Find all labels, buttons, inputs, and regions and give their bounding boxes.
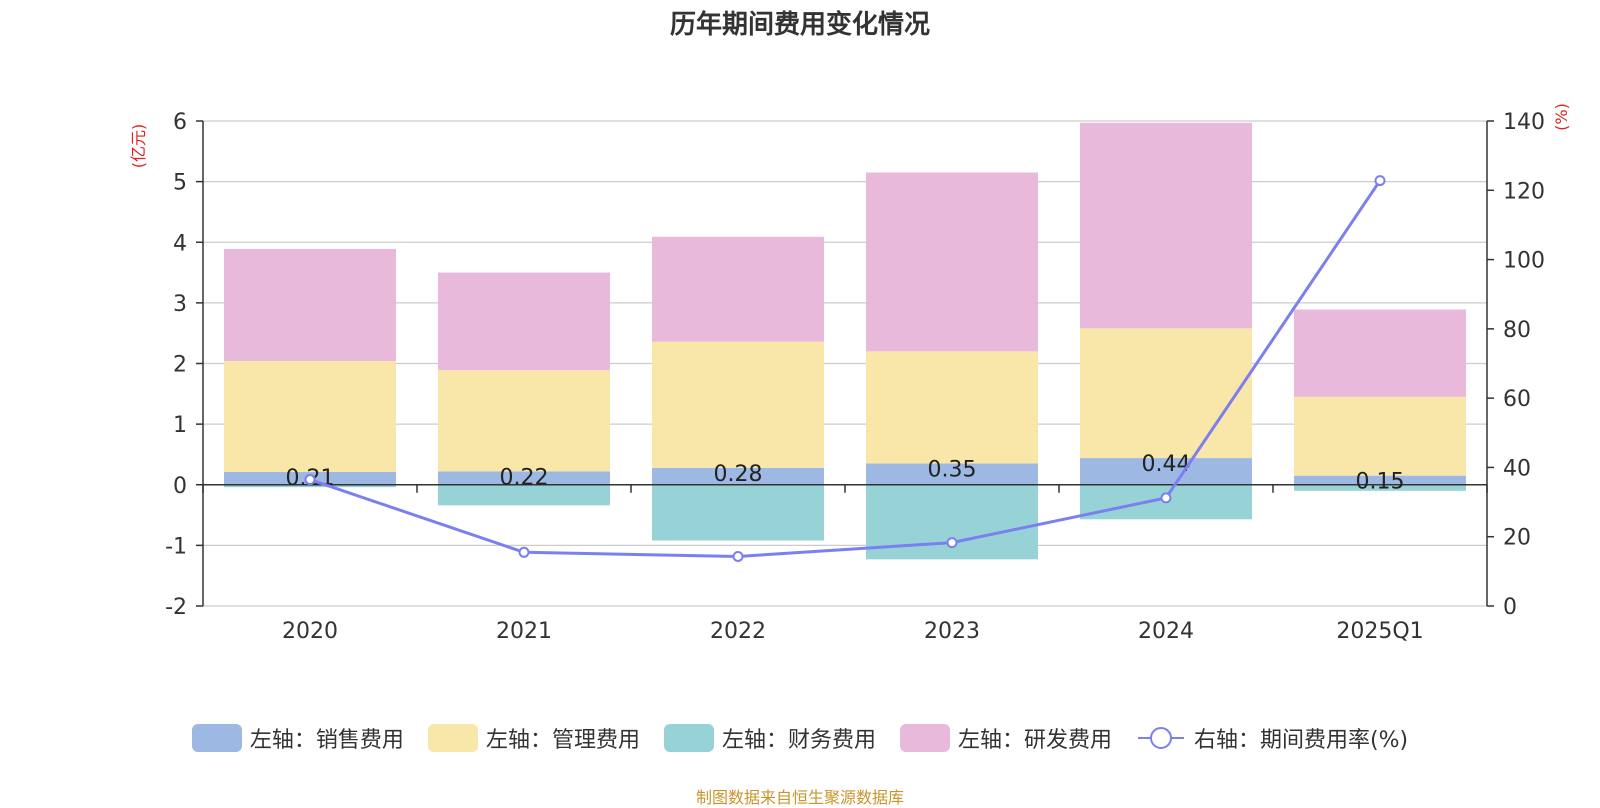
left-tick-label: -1 [165,534,187,559]
legend-label: 左轴：研发费用 [957,728,1112,753]
bar-segment[interactable] [1080,328,1252,459]
source-note: 制图数据来自恒生聚源数据库 [695,788,904,807]
expense-rate-point[interactable] [304,474,316,486]
bar-segment[interactable] [224,248,396,362]
data-label: 0.35 [928,458,977,483]
x-tick-label: 2022 [710,619,766,644]
legend-swatch [663,724,714,752]
right-tick-label: 60 [1503,387,1531,412]
bar-segment[interactable] [438,484,610,506]
right-tick-label: 0 [1503,595,1517,620]
left-tick-label: 4 [173,231,187,256]
right-tick-label: 100 [1503,249,1545,274]
bar-segment[interactable] [652,341,824,468]
data-label: 0.22 [500,465,549,490]
left-tick-label: 0 [173,474,187,499]
bar-segment[interactable] [1294,309,1466,397]
expense-rate-point[interactable] [946,537,958,549]
legend-swatch [191,724,242,752]
bar-segment[interactable] [224,361,396,473]
right-tick-label: 80 [1503,318,1531,343]
bar-segment[interactable] [866,351,1038,464]
left-tick-label: 6 [173,110,187,135]
bar-segment[interactable] [438,272,610,371]
x-tick-label: 2020 [282,619,338,644]
legend-item[interactable]: 右轴：期间费用率(%) [1136,722,1408,754]
left-tick-label: 5 [173,171,187,196]
bar-segment[interactable] [224,484,396,488]
legend-label: 左轴：财务费用 [721,728,876,753]
chart-title: 历年期间费用变化情况 [669,10,930,40]
right-tick-label: 140 [1503,110,1545,135]
legend-item[interactable]: 左轴：销售费用 [191,722,404,754]
left-axis-unit: (亿元) [129,124,148,169]
left-tick-label: 1 [173,413,187,438]
bar-segment[interactable] [438,471,610,485]
data-label: 0.15 [1356,470,1405,495]
legend: 左轴：销售费用 左轴：管理费用 左轴：财务费用 左轴：研发费用 右轴：期间费用率(%) [0,722,1600,754]
bar-segment[interactable] [1294,396,1466,476]
bar-segment[interactable] [652,467,824,485]
right-axis-unit: (%) [1552,103,1571,131]
legend-item[interactable]: 左轴：财务费用 [663,722,876,754]
right-tick-label: 120 [1503,179,1545,204]
bar-segment[interactable] [652,484,824,541]
bar-segment[interactable] [866,463,1038,485]
expense-rate-point[interactable] [1374,175,1386,187]
legend-label: 左轴：管理费用 [485,728,640,753]
legend-label: 左轴：销售费用 [249,728,404,753]
left-tick-label: 3 [173,292,187,317]
expense-rate-point[interactable] [518,546,530,558]
bar-segment[interactable] [1080,458,1252,485]
legend-line-marker [1137,727,1184,749]
left-tick-label: -2 [165,595,187,620]
bar-segment[interactable] [866,172,1038,352]
expense-rate-line [309,179,1382,558]
data-label: 0.28 [714,462,763,487]
legend-swatch [899,724,950,752]
expense-rate-point[interactable] [1160,492,1172,504]
bar-segment[interactable] [1294,484,1466,491]
legend-item[interactable]: 左轴：研发费用 [899,722,1112,754]
bar-segment[interactable] [652,236,824,342]
right-tick-label: 40 [1503,456,1531,481]
left-tick-label: 2 [173,353,187,378]
x-tick-label: 2025Q1 [1336,619,1423,644]
x-tick-label: 2023 [924,619,980,644]
expense-rate-point[interactable] [732,550,744,562]
x-tick-label: 2024 [1138,619,1194,644]
legend-label: 右轴：期间费用率(%) [1193,728,1409,753]
bar-segment[interactable] [1294,475,1466,485]
right-tick-label: 20 [1503,526,1531,551]
legend-item[interactable]: 左轴：管理费用 [427,722,640,754]
bar-segment[interactable] [438,370,610,472]
bar-segment[interactable] [866,484,1038,560]
bar-segment[interactable] [1080,122,1252,329]
legend-swatch [427,724,478,752]
x-tick-label: 2021 [496,619,552,644]
